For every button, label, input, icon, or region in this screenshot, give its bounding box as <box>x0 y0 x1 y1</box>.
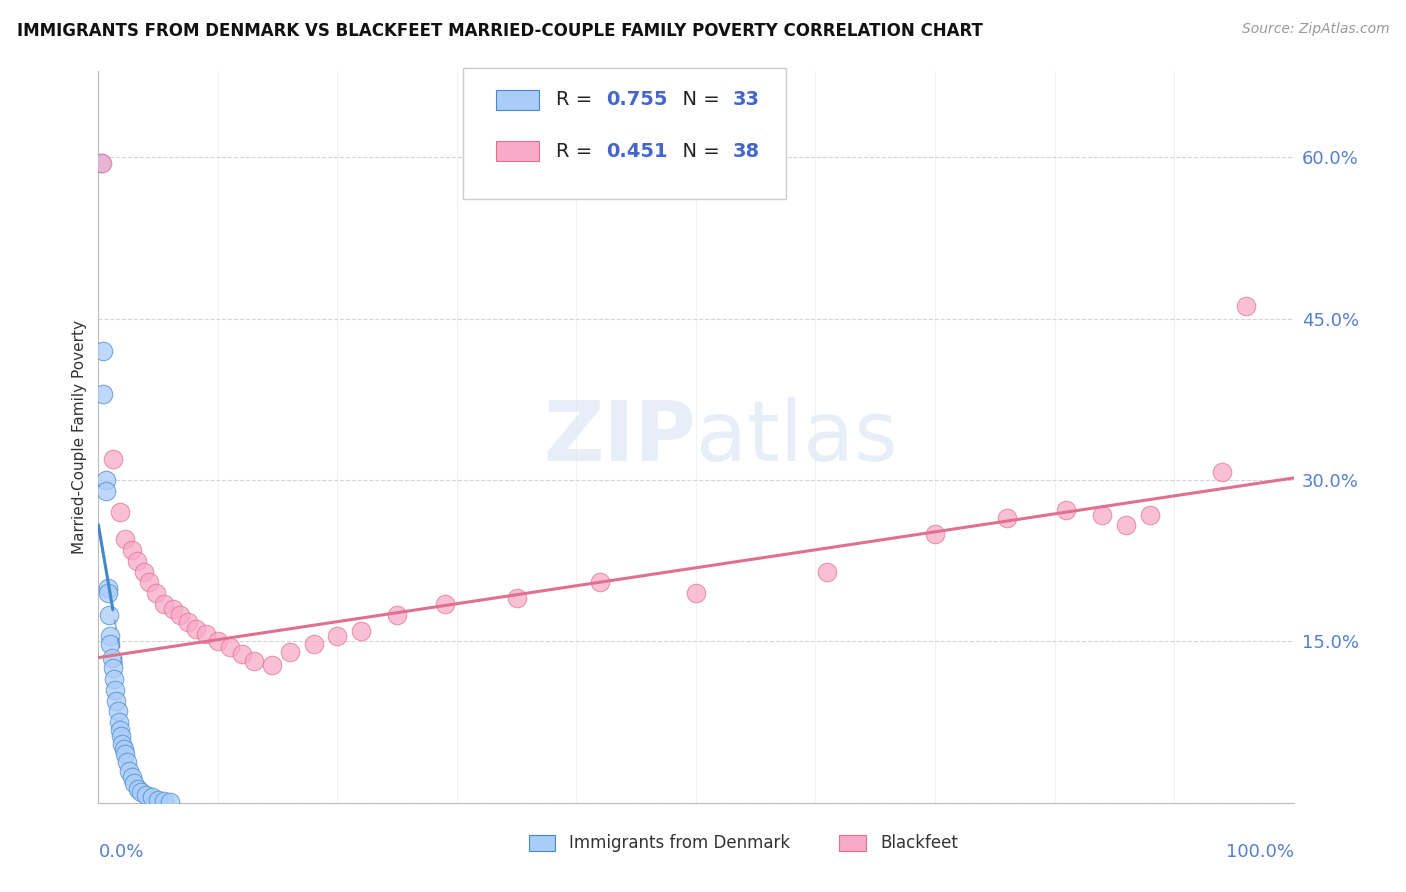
Point <box>207 634 229 648</box>
Text: 33: 33 <box>733 90 761 110</box>
Point <box>107 705 129 719</box>
Point <box>815 565 838 579</box>
Point <box>98 607 121 622</box>
Point <box>118 764 141 778</box>
Text: atlas: atlas <box>696 397 897 477</box>
Text: Immigrants from Denmark: Immigrants from Denmark <box>569 834 790 852</box>
Point <box>103 672 125 686</box>
Point <box>112 742 135 756</box>
Y-axis label: Married-Couple Family Poverty: Married-Couple Family Poverty <box>72 320 87 554</box>
Text: N =: N = <box>669 142 725 161</box>
Text: 0.0%: 0.0% <box>98 843 143 861</box>
Point <box>231 648 253 662</box>
Point <box>107 715 129 730</box>
Text: 0.451: 0.451 <box>606 142 668 161</box>
Point <box>115 755 138 769</box>
Point <box>94 473 117 487</box>
Point <box>243 654 266 668</box>
Point <box>159 795 181 809</box>
Point <box>302 637 325 651</box>
Point <box>1139 508 1161 522</box>
Point <box>145 586 167 600</box>
Point <box>114 533 136 547</box>
Point <box>148 792 170 806</box>
Point <box>91 156 114 170</box>
Point <box>1211 465 1233 479</box>
Point <box>110 729 132 743</box>
Point <box>385 607 409 622</box>
Point <box>589 575 612 590</box>
Point <box>506 591 529 606</box>
Text: R =: R = <box>557 142 599 161</box>
Text: ZIP: ZIP <box>544 397 696 477</box>
Point <box>100 650 122 665</box>
Point <box>995 510 1018 524</box>
Point <box>138 575 160 590</box>
Point <box>91 344 114 359</box>
Point <box>131 785 153 799</box>
Point <box>90 156 112 170</box>
Point <box>108 723 131 737</box>
Point <box>104 682 127 697</box>
Text: N =: N = <box>669 90 725 110</box>
Point <box>98 629 122 643</box>
Point <box>97 581 120 595</box>
Point <box>1056 503 1078 517</box>
FancyBboxPatch shape <box>496 90 540 110</box>
Point <box>177 615 200 629</box>
Point <box>97 586 120 600</box>
Point <box>350 624 373 638</box>
Point <box>153 794 176 808</box>
Point <box>434 597 457 611</box>
Point <box>1115 518 1137 533</box>
Point <box>135 789 157 803</box>
Point <box>1091 508 1114 522</box>
Point <box>195 627 218 641</box>
Point <box>111 737 134 751</box>
Point <box>108 505 131 519</box>
Point <box>685 586 707 600</box>
Text: 0.755: 0.755 <box>606 90 668 110</box>
Text: 38: 38 <box>733 142 761 161</box>
FancyBboxPatch shape <box>839 835 866 851</box>
Point <box>132 565 155 579</box>
Point <box>326 629 349 643</box>
Point <box>219 640 242 654</box>
Point <box>121 770 143 784</box>
Point <box>162 602 184 616</box>
Point <box>121 543 143 558</box>
Point <box>169 607 191 622</box>
Text: Blackfeet: Blackfeet <box>880 834 957 852</box>
Point <box>278 645 301 659</box>
Point <box>94 483 117 498</box>
Point <box>98 637 122 651</box>
Point <box>1234 299 1257 313</box>
Point <box>924 527 946 541</box>
Point <box>153 597 176 611</box>
Point <box>186 622 208 636</box>
Point <box>91 387 114 401</box>
Point <box>260 658 283 673</box>
Point <box>127 781 149 796</box>
FancyBboxPatch shape <box>463 68 786 200</box>
Point <box>141 790 163 805</box>
FancyBboxPatch shape <box>529 835 555 851</box>
Point <box>101 451 124 466</box>
FancyBboxPatch shape <box>496 141 540 161</box>
Text: Source: ZipAtlas.com: Source: ZipAtlas.com <box>1241 22 1389 37</box>
Point <box>105 693 128 707</box>
Point <box>125 554 148 568</box>
Text: IMMIGRANTS FROM DENMARK VS BLACKFEET MARRIED-COUPLE FAMILY POVERTY CORRELATION C: IMMIGRANTS FROM DENMARK VS BLACKFEET MAR… <box>17 22 983 40</box>
Point <box>114 747 136 762</box>
Point <box>124 776 146 790</box>
Text: 100.0%: 100.0% <box>1226 843 1294 861</box>
Point <box>101 661 124 675</box>
Text: R =: R = <box>557 90 599 110</box>
